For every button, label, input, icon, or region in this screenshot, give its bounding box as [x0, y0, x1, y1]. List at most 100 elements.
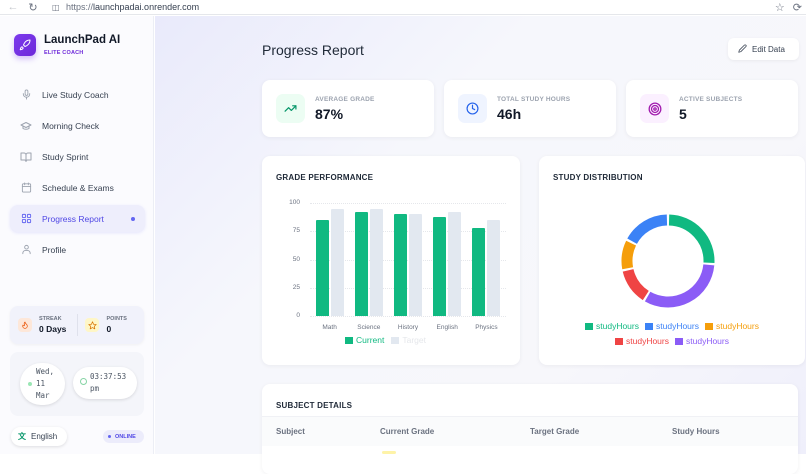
bar-current-math[interactable] — [315, 219, 329, 316]
streak-stat: STREAK 0 Days — [10, 316, 77, 334]
bar-current-english[interactable] — [433, 216, 447, 316]
donut-segment[interactable] — [644, 264, 715, 308]
x-axis-tick: Science — [357, 324, 381, 331]
edit-data-button[interactable]: Edit Data — [728, 38, 799, 60]
clock-icon — [458, 94, 487, 123]
sidebar-nav: Live Study Coach Morning Check Study Spr… — [10, 81, 145, 267]
y-axis-tick: 75 — [292, 227, 300, 235]
kpi-value: 46h — [497, 105, 522, 122]
points-value: 0 — [106, 324, 112, 334]
legend-item-studyhours[interactable]: studyHours — [645, 321, 699, 331]
legend-item-current[interactable]: Current — [345, 335, 384, 345]
star-icon — [85, 318, 100, 332]
streak-value: 0 Days — [39, 324, 67, 334]
kpi-average-grade: AVERAGE GRADE 87% — [262, 80, 434, 137]
back-button[interactable]: ← — [7, 1, 19, 13]
bar-current-history[interactable] — [394, 214, 407, 316]
sidebar-item-morning-check[interactable]: Morning Check — [10, 112, 145, 139]
brand-subtitle: ELITE COACH — [44, 50, 84, 56]
flame-icon — [18, 318, 32, 332]
donut-segment[interactable] — [668, 214, 715, 263]
grid-line — [310, 259, 506, 261]
kpi-value: 5 — [679, 105, 687, 122]
address-bar[interactable]: ◫ https://launchpadai.onrender.com — [48, 0, 788, 14]
grid-icon — [20, 213, 32, 225]
donut-segment[interactable] — [622, 268, 650, 301]
trending-up-icon — [276, 94, 305, 123]
y-axis-tick: 100 — [289, 199, 300, 206]
sidebar-item-label: Progress Report — [42, 213, 104, 224]
time-value: 03:37:53 — [90, 372, 127, 381]
grid-line — [310, 316, 506, 317]
bar-target-english[interactable] — [448, 212, 462, 316]
x-axis-tick: Math — [322, 324, 337, 331]
donut-segment[interactable] — [621, 240, 637, 270]
legend-item-studyhours[interactable]: studyHours — [675, 336, 729, 346]
sidebar-item-profile[interactable]: Profile — [10, 236, 145, 263]
brand[interactable]: LaunchPad AI ELITE COACH — [14, 34, 120, 56]
legend-item-studyhours[interactable]: studyHours — [705, 321, 759, 331]
x-axis-tick: History — [397, 324, 419, 331]
date-day: 11 — [36, 379, 46, 388]
column-header-study-hours[interactable]: Study Hours — [672, 427, 720, 436]
grid-line — [310, 203, 506, 204]
online-status-badge: ONLINE — [103, 430, 144, 443]
legend-item-studyhours[interactable]: studyHours — [585, 321, 639, 331]
bar-current-science[interactable] — [354, 212, 368, 316]
book-open-icon — [20, 151, 32, 163]
legend-item-studyhours[interactable]: studyHours — [615, 336, 669, 346]
table-header: Subject Current Grade Target Grade Study… — [262, 416, 798, 446]
time-display: 03:37:53 pm — [73, 367, 137, 399]
x-axis-tick: Physics — [475, 324, 498, 331]
bar-target-science[interactable] — [369, 208, 383, 316]
language-label: English — [31, 432, 58, 441]
column-header-target-grade[interactable]: Target Grade — [530, 427, 580, 436]
subject-details-card: SUBJECT DETAILS Subject Current Grade Ta… — [262, 384, 798, 474]
sidebar-item-progress-report[interactable]: Progress Report — [10, 205, 145, 232]
kpi-label: ACTIVE SUBJECTS — [679, 95, 743, 103]
bar-current-physics[interactable] — [472, 227, 486, 316]
bookmark-star-icon[interactable]: ☆ — [774, 2, 785, 14]
date-time-box: Wed, 11 Mar 03:37:53 pm — [10, 352, 144, 416]
grade-performance-card: GRADE PERFORMANCE 100 75 50 25 0 Math Science H… — [262, 156, 520, 365]
clock-small-icon — [80, 378, 87, 385]
column-header-current-grade[interactable]: Current Grade — [380, 427, 435, 436]
online-dot-icon — [108, 435, 111, 438]
donut-segment[interactable] — [627, 214, 668, 245]
streak-label: STREAK — [39, 316, 62, 322]
x-axis-tick: English — [436, 324, 458, 331]
target-icon — [640, 94, 669, 123]
microphone-icon — [20, 89, 32, 101]
url-host: launchpadai.onrender.com — [93, 2, 200, 12]
kpi-label: AVERAGE GRADE — [315, 95, 375, 103]
browser-toolbar: ← ↻ ◫ https://launchpadai.onrender.com ☆… — [0, 0, 806, 15]
reload-button[interactable]: ↻ — [28, 1, 38, 14]
brand-name: LaunchPad AI — [44, 34, 121, 46]
stats-divider — [76, 314, 78, 336]
bar-target-physics[interactable] — [487, 219, 501, 316]
sidebar-item-label: Morning Check — [42, 120, 100, 131]
y-axis-tick: 0 — [296, 312, 300, 319]
language-button[interactable]: 文 English — [11, 427, 67, 446]
sidebar-item-label: Live Study Coach — [42, 89, 109, 100]
legend-item-target[interactable]: Target — [391, 335, 426, 345]
sidebar-item-schedule-exams[interactable]: Schedule & Exams — [10, 174, 145, 201]
date-dot-icon — [28, 382, 32, 386]
y-axis-tick: 50 — [292, 255, 300, 263]
time-ampm: pm — [90, 384, 100, 393]
bar-target-math[interactable] — [330, 208, 344, 316]
page-title: Progress Report — [262, 42, 364, 58]
url-scheme: https:// — [66, 2, 94, 12]
extensions-icon[interactable]: ⟳ — [792, 2, 802, 14]
sidebar-item-live-study-coach[interactable]: Live Study Coach — [10, 81, 145, 108]
pencil-icon — [738, 43, 747, 55]
sidebar-item-label: Study Sprint — [42, 151, 89, 162]
sidebar-item-study-sprint[interactable]: Study Sprint — [10, 143, 145, 170]
online-status-label: ONLINE — [115, 433, 136, 440]
date-month: Mar — [36, 391, 50, 400]
grid-line — [310, 287, 506, 289]
lock-icon: ◫ — [52, 2, 60, 12]
column-header-subject[interactable]: Subject — [276, 427, 305, 436]
date-display: Wed, 11 Mar — [20, 363, 65, 405]
bar-target-history[interactable] — [409, 214, 422, 316]
